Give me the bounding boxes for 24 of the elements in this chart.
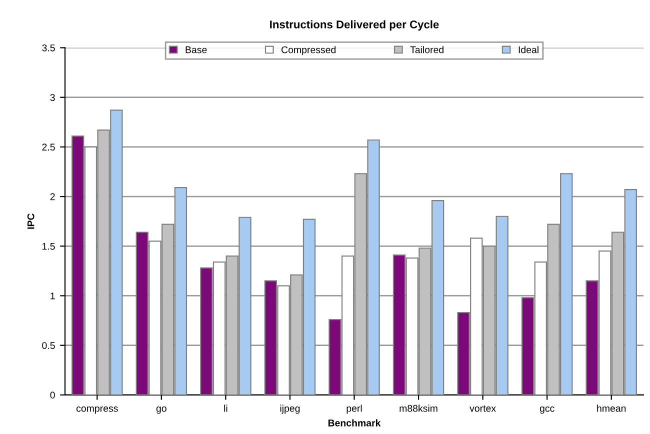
- legend-label: Tailored: [410, 46, 444, 54]
- x-tick-label: vortex: [470, 405, 496, 412]
- x-tick-label: li: [224, 404, 228, 412]
- y-axis-title: IPC: [27, 214, 34, 229]
- y-tick-label: 3: [50, 94, 55, 101]
- x-tick-label: m88ksim: [400, 404, 438, 412]
- chart-title: Instructions Delivered per Cycle: [270, 20, 439, 31]
- x-tick-label: gcc: [540, 406, 554, 414]
- x-tick-label: go: [156, 406, 166, 414]
- y-tick-label: 2: [50, 193, 55, 200]
- y-tick-label: 2.5: [42, 144, 55, 151]
- legend-label: Ideal: [518, 46, 538, 54]
- y-tick-label: 1.5: [42, 242, 55, 250]
- x-tick-label: compress: [76, 406, 118, 414]
- y-tick-label: 1: [50, 292, 55, 300]
- x-tick-label: perl: [346, 404, 362, 414]
- x-axis-title: Benchmark: [328, 419, 381, 426]
- y-tick-label: 0: [50, 392, 55, 399]
- legend-label: Compressed: [282, 46, 336, 56]
- x-tick-label: ijpeg: [280, 404, 300, 414]
- y-tick-label: 3.5: [42, 44, 55, 52]
- x-tick-label: hmean: [597, 404, 626, 412]
- y-tick-label: 0.5: [42, 342, 55, 349]
- legend-label: Base: [186, 46, 207, 54]
